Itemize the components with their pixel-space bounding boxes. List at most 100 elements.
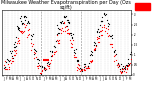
Point bbox=[26, 22, 28, 24]
Point bbox=[3, 65, 5, 66]
Point bbox=[51, 56, 54, 57]
Point bbox=[80, 69, 83, 70]
Point bbox=[96, 38, 98, 40]
Point bbox=[104, 31, 106, 32]
Point bbox=[83, 64, 85, 65]
Point bbox=[39, 72, 42, 74]
Point bbox=[34, 53, 36, 54]
Point bbox=[58, 42, 60, 44]
Point bbox=[96, 42, 99, 43]
Point bbox=[16, 26, 19, 28]
Point bbox=[30, 50, 32, 51]
Point bbox=[121, 68, 124, 70]
Point bbox=[128, 64, 130, 65]
Point bbox=[98, 35, 100, 37]
Point bbox=[102, 26, 105, 27]
Point bbox=[117, 62, 120, 63]
Point bbox=[50, 55, 52, 57]
Point bbox=[55, 50, 57, 51]
Point bbox=[113, 51, 116, 52]
Point bbox=[88, 68, 90, 69]
Point bbox=[89, 60, 92, 62]
Point bbox=[91, 51, 94, 52]
Point bbox=[7, 64, 9, 65]
Point bbox=[79, 70, 82, 71]
Point bbox=[77, 61, 80, 62]
Point bbox=[19, 30, 22, 31]
Point bbox=[60, 32, 62, 33]
Point bbox=[84, 67, 87, 69]
Point bbox=[36, 59, 38, 60]
Point bbox=[82, 66, 85, 68]
Point bbox=[26, 30, 29, 31]
Point bbox=[29, 34, 32, 35]
Point bbox=[5, 61, 7, 63]
Point bbox=[48, 66, 51, 67]
Point bbox=[67, 28, 69, 29]
Point bbox=[4, 66, 7, 68]
Point bbox=[16, 42, 18, 44]
Point bbox=[24, 26, 27, 27]
Point bbox=[114, 60, 117, 61]
Point bbox=[76, 69, 79, 70]
Point bbox=[108, 23, 110, 25]
Point bbox=[66, 20, 68, 21]
Point bbox=[76, 60, 79, 61]
Point bbox=[73, 56, 76, 58]
Point bbox=[89, 54, 92, 56]
Point bbox=[27, 34, 29, 35]
Point bbox=[49, 51, 52, 52]
Point bbox=[117, 63, 120, 64]
Point bbox=[62, 21, 65, 22]
Point bbox=[97, 31, 100, 33]
Point bbox=[64, 26, 67, 27]
Point bbox=[28, 33, 30, 35]
Point bbox=[36, 58, 39, 59]
Point bbox=[86, 67, 88, 68]
Point bbox=[20, 32, 22, 33]
Point bbox=[77, 67, 80, 68]
Point bbox=[78, 64, 80, 66]
Point bbox=[120, 72, 123, 73]
Point bbox=[100, 16, 103, 18]
Point bbox=[118, 64, 120, 66]
Point bbox=[106, 22, 109, 23]
Point bbox=[46, 62, 48, 64]
Point bbox=[63, 22, 65, 24]
Point bbox=[64, 16, 66, 18]
Point bbox=[71, 39, 74, 40]
Point bbox=[11, 60, 13, 62]
Point bbox=[32, 57, 35, 59]
Point bbox=[28, 23, 31, 24]
Point bbox=[22, 30, 25, 31]
Point bbox=[11, 58, 14, 59]
Point bbox=[60, 22, 62, 24]
Point bbox=[77, 64, 80, 66]
Point bbox=[87, 66, 90, 67]
Point bbox=[116, 63, 119, 65]
Point bbox=[101, 34, 103, 36]
Point bbox=[74, 57, 76, 58]
Point bbox=[8, 68, 11, 70]
Point bbox=[24, 15, 26, 17]
Point bbox=[123, 67, 126, 68]
Point bbox=[59, 28, 62, 30]
Point bbox=[130, 52, 132, 53]
Point bbox=[123, 70, 125, 72]
Point bbox=[65, 26, 67, 27]
Point bbox=[86, 65, 89, 66]
Point bbox=[96, 30, 99, 31]
Point bbox=[47, 65, 49, 67]
Point bbox=[79, 67, 82, 69]
Point bbox=[125, 67, 128, 68]
Point bbox=[40, 72, 42, 73]
Point bbox=[36, 67, 39, 69]
Point bbox=[99, 20, 102, 21]
Point bbox=[44, 67, 46, 69]
Point bbox=[128, 64, 130, 66]
Point bbox=[68, 32, 71, 33]
Point bbox=[30, 39, 32, 40]
Point bbox=[20, 16, 23, 17]
Point bbox=[74, 53, 76, 54]
Point bbox=[53, 52, 56, 53]
